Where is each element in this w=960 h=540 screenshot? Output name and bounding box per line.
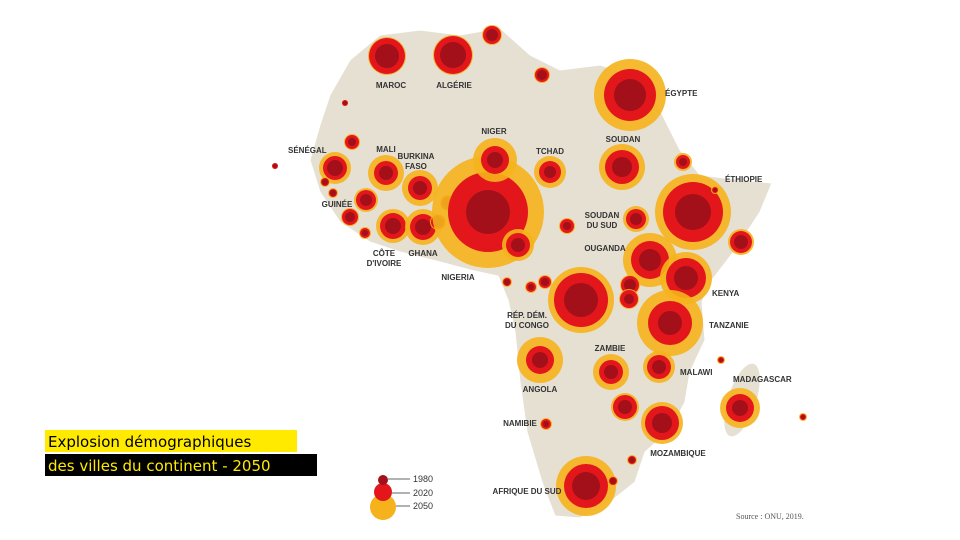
bubble-1980 (330, 190, 336, 196)
bubble-1980 (658, 311, 682, 335)
country-label: FASO (405, 162, 427, 171)
country-label: AFRIQUE DU SUD (493, 487, 562, 496)
caption-bg (45, 454, 317, 476)
country-label: OUGANDA (584, 244, 626, 253)
bubble-1980 (327, 160, 343, 176)
bubble-1980 (487, 152, 503, 168)
legend-2050 (370, 494, 396, 520)
bubble-1980 (639, 249, 661, 271)
bubble-1980 (624, 279, 636, 291)
source: Source : ONU, 2019. (736, 512, 804, 521)
legend-label: 1980 (413, 474, 433, 484)
caption-bg (45, 430, 297, 452)
country-label: ÉGYPTE (665, 89, 698, 98)
bubble-1980 (440, 42, 466, 68)
country-label: SÉNÉGAL (288, 146, 327, 155)
bubble-1980 (511, 238, 525, 252)
bubble-1980 (345, 212, 355, 222)
bubble-1980 (532, 352, 548, 368)
bubble-1980 (629, 457, 635, 463)
bubble-1980 (652, 413, 672, 433)
bubble-1980 (719, 358, 723, 362)
country-label: MALAWI (680, 368, 712, 377)
bubble-1980 (630, 213, 642, 225)
bubble-1980 (734, 235, 748, 249)
country-label: ZAMBIE (595, 344, 626, 353)
country-label: MOZAMBIQUE (650, 449, 706, 458)
country-label: GUINÉE (322, 200, 353, 209)
caption: des villes du continent - 2050 (48, 457, 271, 475)
bubble-1980 (674, 266, 698, 290)
bubble-1980 (543, 421, 549, 427)
country-label: ALGÉRIE (436, 81, 472, 90)
country-label: MAROC (376, 81, 406, 90)
bubble-1980 (362, 230, 368, 236)
bubble-1980 (732, 400, 748, 416)
bubble-1980 (343, 101, 347, 105)
bubble-1980 (413, 181, 427, 195)
legend-label: 2050 (413, 501, 433, 511)
labels: MAROC ALGÉRIE ÉGYPTE SÉNÉGAL MALIBURKINAFASO… (288, 81, 792, 496)
bubble-1980 (618, 400, 632, 414)
country-label: TCHAD (536, 147, 564, 156)
bubble-1980 (572, 472, 600, 500)
bubble-1980 (675, 194, 711, 230)
country-label: DU CONGO (505, 321, 549, 330)
bubble-1980 (564, 283, 598, 317)
country-label: RÉP. DÉM. (507, 311, 547, 320)
bubble-1980 (713, 188, 717, 192)
bubble-1980 (466, 190, 510, 234)
bubble-1980 (322, 179, 328, 185)
country-label: NIGER (481, 127, 507, 136)
country-label: MADAGASCAR (733, 375, 792, 384)
bubble-1980 (610, 478, 616, 484)
legend-label: 2020 (413, 488, 433, 498)
bubble-1980 (486, 29, 498, 41)
caption: Explosion démographiques (48, 433, 252, 451)
continent (309, 27, 773, 519)
country-label: CÔTE (373, 249, 396, 258)
bubble-1980 (379, 166, 393, 180)
bubble-1980 (541, 278, 549, 286)
bubble-1980 (537, 70, 547, 80)
bubble-1980 (604, 365, 618, 379)
bubble-1980 (348, 138, 356, 146)
bubble-1980 (385, 218, 401, 234)
country-label: BURKINA (398, 152, 435, 161)
bubble-1980 (614, 79, 646, 111)
country-label: D'IVOIRE (367, 259, 402, 268)
bubbles (272, 25, 807, 516)
bubble-1980 (375, 44, 399, 68)
bubble-1980 (273, 164, 277, 168)
country-label: ÉTHIOPIE (725, 175, 763, 184)
bubble-1980 (544, 166, 556, 178)
country-label: MALI (376, 145, 396, 154)
bubble-1980 (504, 279, 510, 285)
country-label: ANGOLA (523, 385, 558, 394)
country-label: SOUDAN (606, 135, 641, 144)
bubble-1980 (624, 294, 634, 304)
country-label: KENYA (712, 289, 739, 298)
country-label: SOUDAN (585, 211, 620, 220)
bubble-1980 (652, 360, 666, 374)
country-label: GHANA (408, 249, 438, 258)
bubble-1980 (801, 415, 805, 419)
legend-2020 (374, 483, 392, 501)
bubble-1980 (612, 157, 632, 177)
bubble-1980 (563, 222, 571, 230)
country-label: DU SUD (587, 221, 618, 230)
legend: 1980 2020 2050 (370, 474, 433, 520)
bubble-1980 (415, 219, 431, 235)
bubble-1980 (679, 158, 687, 166)
country-label: NIGERIA (441, 273, 475, 282)
legend-1980 (378, 475, 388, 485)
bubble-1980 (528, 284, 534, 290)
bubble-1980 (360, 194, 372, 206)
country-label: NAMIBIE (503, 419, 537, 428)
country-label: TANZANIE (709, 321, 750, 330)
